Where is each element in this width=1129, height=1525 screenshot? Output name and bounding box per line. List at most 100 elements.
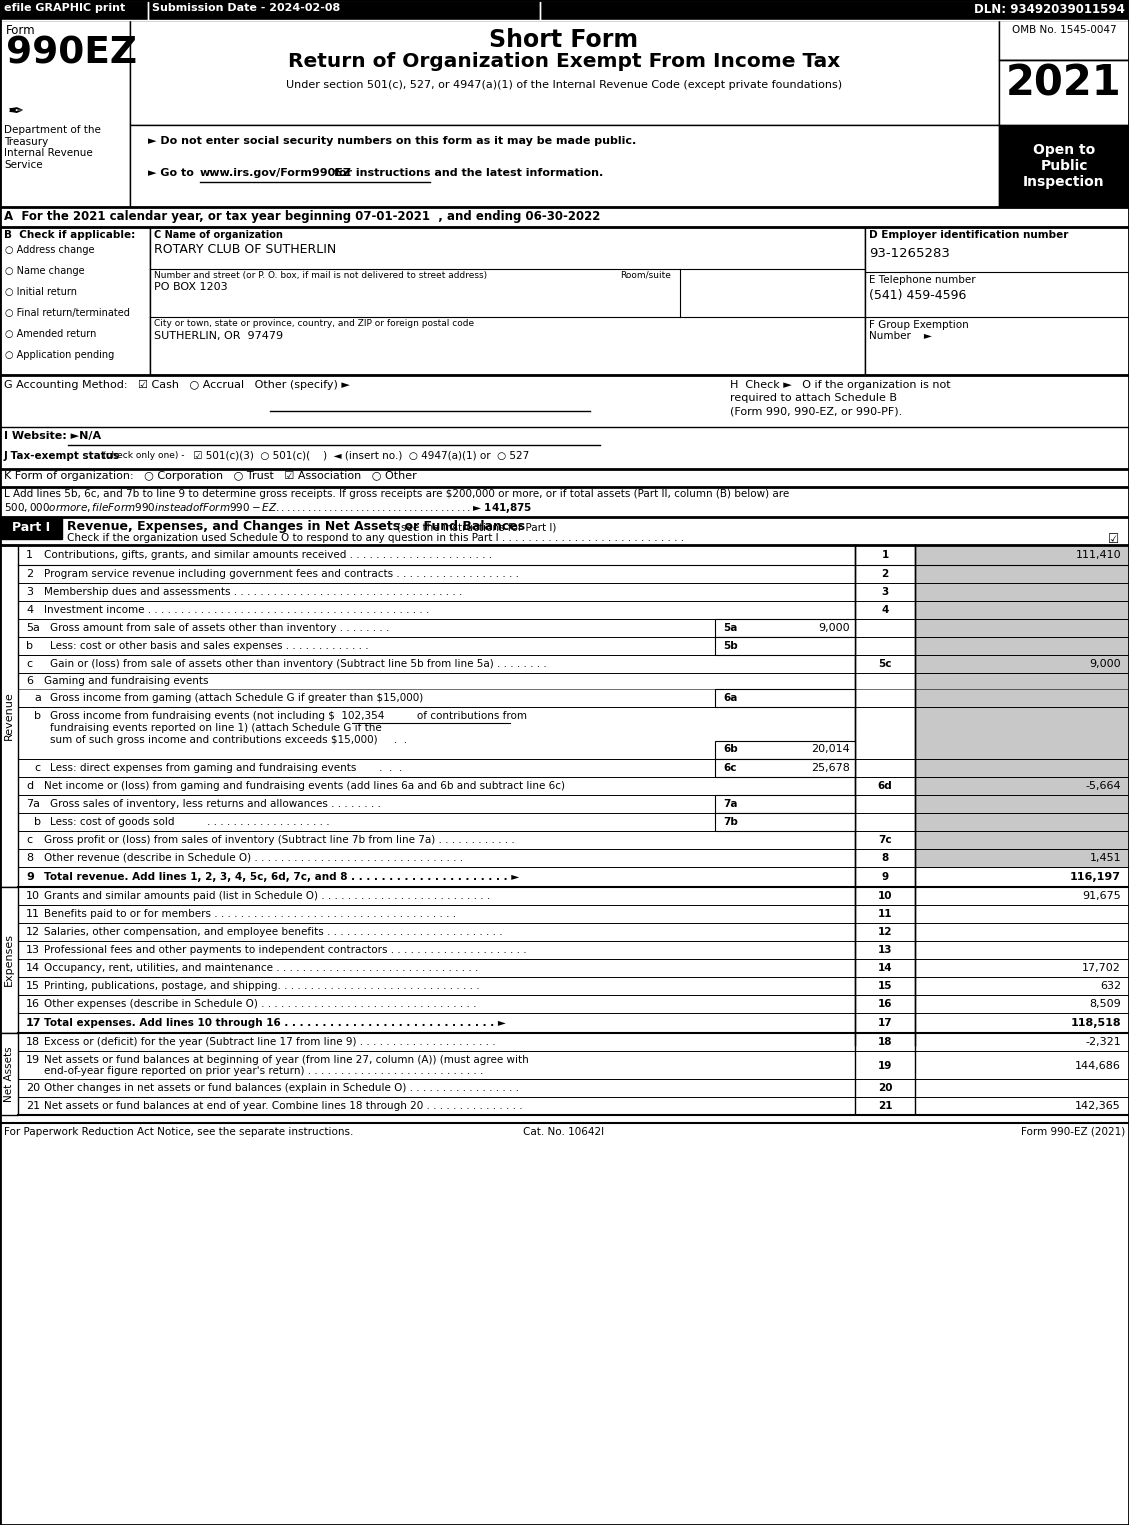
Text: (check only one) -: (check only one) - [100,451,187,461]
Text: Net assets or fund balances at beginning of year (from line 27, column (A)) (mus: Net assets or fund balances at beginning… [44,1055,528,1064]
Text: Gross profit or (loss) from sales of inventory (Subtract line 7b from line 7a) .: Gross profit or (loss) from sales of inv… [44,836,515,845]
Text: 93-1265283: 93-1265283 [869,247,949,259]
Bar [914,849,1129,868]
Bar [999,20,1129,59]
Text: 8,509: 8,509 [1089,999,1121,1010]
Text: 11: 11 [26,909,40,920]
Text: Form 990-EZ (2021): Form 990-EZ (2021) [1021,1127,1124,1138]
Text: 20: 20 [877,1083,892,1093]
Text: Gain or (loss) from sale of assets other than inventory (Subtract line 5b from l: Gain or (loss) from sale of assets other… [50,659,546,669]
Bar [0,486,1129,517]
Text: (see the instructions for Part I): (see the instructions for Part I) [397,522,557,532]
Bar [0,427,1129,470]
Bar [715,741,855,759]
Text: Check if the organization used Schedule O to respond to any question in this Par: Check if the organization used Schedule … [67,534,684,543]
Text: D Employer identification number: D Employer identification number [869,230,1068,239]
Text: Return of Organization Exempt From Income Tax: Return of Organization Exempt From Incom… [288,52,840,72]
Text: Less: cost or other basis and sales expenses . . . . . . . . . . . . .: Less: cost or other basis and sales expe… [50,640,369,651]
Text: PO BOX 1203: PO BOX 1203 [154,282,228,291]
Text: Department of the
Treasury
Internal Revenue
Service: Department of the Treasury Internal Reve… [5,125,100,169]
Text: 91,675: 91,675 [1083,891,1121,901]
Text: E Telephone number: E Telephone number [869,274,975,285]
Text: 17: 17 [877,1019,892,1028]
Text: 17,702: 17,702 [1082,962,1121,973]
Text: L Add lines 5b, 6c, and 7b to line 9 to determine gross receipts. If gross recei: L Add lines 5b, 6c, and 7b to line 9 to … [5,490,789,499]
Text: 6a: 6a [723,692,737,703]
Text: Under section 501(c), 527, or 4947(a)(1) of the Internal Revenue Code (except pr: Under section 501(c), 527, or 4947(a)(1)… [286,79,842,90]
Text: Submission Date - 2024-02-08: Submission Date - 2024-02-08 [152,3,340,14]
Text: ○ Final return/terminated: ○ Final return/terminated [5,308,130,319]
Text: 7a: 7a [723,799,737,808]
Bar [0,544,18,888]
Bar [914,689,1129,708]
Text: Excess or (deficit) for the year (Subtract line 17 from line 9) . . . . . . . . : Excess or (deficit) for the year (Subtra… [44,1037,496,1048]
Bar [715,619,855,637]
Text: c: c [26,659,32,669]
Text: F Group Exemption: F Group Exemption [869,320,969,329]
Bar [130,20,999,125]
Bar [0,20,130,207]
Text: Grants and similar amounts paid (list in Schedule O) . . . . . . . . . . . . . .: Grants and similar amounts paid (list in… [44,891,490,901]
Text: sum of such gross income and contributions exceeds $15,000)     .  .: sum of such gross income and contributio… [50,735,408,746]
Text: (541) 459-4596: (541) 459-4596 [869,290,966,302]
Text: Other expenses (describe in Schedule O) . . . . . . . . . . . . . . . . . . . . : Other expenses (describe in Schedule O) … [44,999,476,1010]
Text: 632: 632 [1100,981,1121,991]
Text: 4: 4 [26,605,33,615]
Text: Printing, publications, postage, and shipping. . . . . . . . . . . . . . . . . .: Printing, publications, postage, and shi… [44,981,480,991]
Text: www.irs.gov/Form990EZ: www.irs.gov/Form990EZ [200,168,352,178]
Text: 13: 13 [877,946,892,955]
Text: 17: 17 [26,1019,42,1028]
Bar [914,583,1129,601]
Text: SUTHERLIN, OR  97479: SUTHERLIN, OR 97479 [154,331,283,342]
Text: 6c: 6c [723,762,736,773]
Text: 16: 16 [26,999,40,1010]
Text: Number    ►: Number ► [869,331,931,342]
Text: ✒: ✒ [8,102,25,120]
Text: 18: 18 [26,1037,41,1048]
Text: 9,000: 9,000 [1089,659,1121,669]
Text: 2: 2 [882,569,889,580]
Text: DLN: 93492039011594: DLN: 93492039011594 [974,3,1124,15]
Text: 6: 6 [26,676,33,686]
Text: OMB No. 1545-0047: OMB No. 1545-0047 [1012,24,1117,35]
Text: 142,365: 142,365 [1075,1101,1121,1112]
Text: ○ Initial return: ○ Initial return [5,287,77,297]
Bar [715,813,855,831]
Text: ○ Address change: ○ Address change [5,246,95,255]
Text: 3: 3 [26,587,33,596]
Text: Gross amount from sale of assets other than inventory . . . . . . . .: Gross amount from sale of assets other t… [50,624,390,633]
Text: 21: 21 [26,1101,41,1112]
Bar [914,813,1129,831]
Text: 10: 10 [26,891,40,901]
Bar [150,227,865,375]
Text: 1,451: 1,451 [1089,852,1121,863]
Text: 20: 20 [26,1083,41,1093]
Text: 19: 19 [26,1055,41,1064]
Bar [0,207,1129,227]
Text: required to attach Schedule B: required to attach Schedule B [730,393,898,403]
Bar [0,470,1129,486]
Text: 20,014: 20,014 [812,744,850,753]
Bar [914,778,1129,795]
Bar [914,795,1129,813]
Text: 5b: 5b [723,640,737,651]
Text: 13: 13 [26,946,40,955]
Text: b: b [34,711,41,721]
Bar [130,125,999,207]
Bar [914,656,1129,673]
Text: 5a: 5a [26,624,40,633]
Text: -2,321: -2,321 [1085,1037,1121,1048]
Text: 2: 2 [26,569,33,580]
Text: Gaming and fundraising events: Gaming and fundraising events [44,676,209,686]
Text: 4: 4 [882,605,889,615]
Text: 16: 16 [877,999,892,1010]
Text: Other revenue (describe in Schedule O) . . . . . . . . . . . . . . . . . . . . .: Other revenue (describe in Schedule O) .… [44,852,463,863]
Text: ► Go to: ► Go to [148,168,198,178]
Text: Gross sales of inventory, less returns and allowances . . . . . . . .: Gross sales of inventory, less returns a… [50,799,380,808]
Text: c: c [34,762,41,773]
Text: 2021: 2021 [1006,63,1122,104]
Text: Revenue, Expenses, and Changes in Net Assets or Fund Balances: Revenue, Expenses, and Changes in Net As… [67,520,525,534]
Text: 111,410: 111,410 [1076,551,1121,560]
Bar [0,1032,18,1115]
Text: Less: cost of goods sold          . . . . . . . . . . . . . . . . . . .: Less: cost of goods sold . . . . . . . .… [50,817,330,827]
